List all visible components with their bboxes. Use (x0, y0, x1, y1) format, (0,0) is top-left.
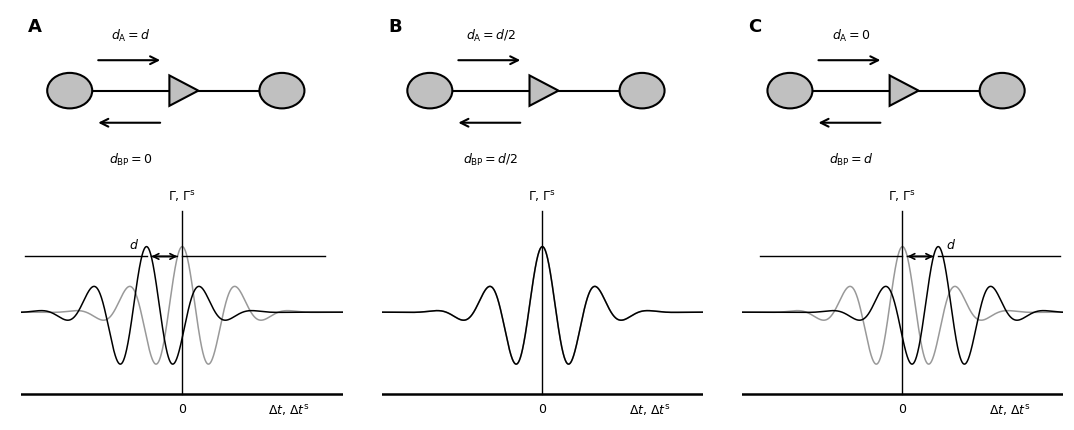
Text: $d$: $d$ (946, 238, 956, 252)
Text: $\Gamma$, $\Gamma^\mathrm{s}$: $\Gamma$, $\Gamma^\mathrm{s}$ (169, 189, 197, 204)
Text: 0: 0 (178, 402, 186, 416)
Text: $d_\mathrm{A} = d/2$: $d_\mathrm{A} = d/2$ (466, 28, 516, 44)
Text: $\Gamma$, $\Gamma^\mathrm{s}$: $\Gamma$, $\Gamma^\mathrm{s}$ (528, 189, 556, 204)
Text: 0: 0 (899, 402, 906, 416)
Ellipse shape (768, 73, 812, 108)
Text: 0: 0 (538, 402, 547, 416)
Text: $d_\mathrm{A} = 0$: $d_\mathrm{A} = 0$ (831, 28, 870, 44)
Text: B: B (388, 18, 402, 36)
Text: $\Delta t$, $\Delta t^\mathrm{s}$: $\Delta t$, $\Delta t^\mathrm{s}$ (989, 402, 1031, 418)
Ellipse shape (620, 73, 665, 108)
Polygon shape (529, 75, 558, 106)
Ellipse shape (47, 73, 92, 108)
Text: $\Delta t$, $\Delta t^\mathrm{s}$: $\Delta t$, $\Delta t^\mathrm{s}$ (628, 402, 670, 418)
Text: $\Gamma$, $\Gamma^\mathrm{s}$: $\Gamma$, $\Gamma^\mathrm{s}$ (888, 189, 916, 204)
Text: $d_\mathrm{BP} = d/2$: $d_\mathrm{BP} = d/2$ (463, 151, 519, 168)
Polygon shape (170, 75, 199, 106)
Ellipse shape (979, 73, 1025, 108)
Text: $d$: $d$ (129, 238, 139, 252)
Text: $d_\mathrm{BP} = 0$: $d_\mathrm{BP} = 0$ (108, 151, 153, 168)
Text: C: C (749, 18, 761, 36)
Polygon shape (889, 75, 918, 106)
Ellipse shape (260, 73, 304, 108)
Text: A: A (28, 18, 42, 36)
Text: $d_\mathrm{BP} = d$: $d_\mathrm{BP} = d$ (829, 151, 873, 168)
Text: $\Delta t$, $\Delta t^\mathrm{s}$: $\Delta t$, $\Delta t^\mathrm{s}$ (268, 402, 310, 418)
Ellipse shape (407, 73, 452, 108)
Text: $d_\mathrm{A} = d$: $d_\mathrm{A} = d$ (111, 28, 150, 44)
